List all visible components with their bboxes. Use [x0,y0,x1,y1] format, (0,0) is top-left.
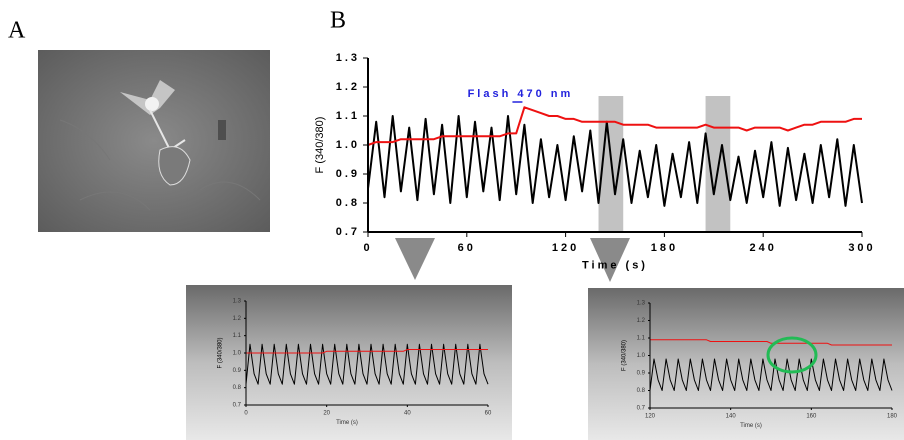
highlight-circle [766,336,818,374]
series-line [245,343,489,385]
y-tick-label: 1.0 [336,139,360,151]
y-tick-label: 1.3 [637,301,646,307]
series-line [649,358,893,391]
zoom-connector [590,238,630,282]
y-axis-label: F (340/380) [622,340,628,371]
y-tick-label: 0.9 [336,168,360,180]
x-tick-label: 20 [323,411,330,417]
zoom-connector [395,238,435,280]
y-tick-label: 1.1 [336,110,360,122]
x-tick-label: 300 [848,242,875,254]
y-tick-label: 0.8 [637,388,646,394]
series-line [367,106,862,146]
series-line [246,349,488,354]
y-tick-label: 1.3 [336,52,360,64]
panel-label: A [8,18,26,44]
y-tick-label: 1.0 [637,353,646,359]
y-axis-label: F (340/380) [314,117,326,174]
inset-background [588,288,904,440]
y-tick-label: 0.9 [637,371,646,377]
micrograph [38,50,270,232]
y-tick-label: 1.0 [233,351,242,357]
x-tick-label: 140 [726,414,737,420]
x-axis-label: Time (s) [582,260,648,272]
y-tick-label: 0.9 [233,368,242,374]
x-tick-label: 180 [651,242,678,254]
series-line [650,339,892,346]
y-tick-label: 0.8 [336,197,360,209]
y-tick-label: 1.2 [336,81,360,93]
x-tick-label: 40 [404,411,411,417]
x-tick-label: 160 [806,414,817,420]
panel-label: B [330,8,346,34]
y-tick-label: 1.3 [233,299,242,305]
x-tick-label: 60 [485,411,492,417]
annotation: Flash 470 nm [468,88,574,100]
y-tick-label: 1.1 [233,333,242,339]
y-tick-label: 0.7 [336,226,360,238]
y-tick-label: 1.2 [233,316,242,322]
x-tick-label: 240 [750,242,777,254]
x-tick-label: 60 [458,242,476,254]
y-tick-label: 0.7 [637,406,646,412]
y-tick-label: 1.1 [637,336,646,342]
x-tick-label: 120 [645,414,656,420]
x-axis-label: Time (s) [740,423,762,429]
x-tick-label: 180 [887,414,898,420]
x-tick-label: 120 [552,242,579,254]
y-tick-label: 0.8 [233,385,242,391]
x-tick-label: 0 [363,242,372,254]
y-tick-label: 1.2 [637,318,646,324]
y-axis-label: F (340/380) [218,337,224,368]
y-tick-label: 0.7 [233,403,242,409]
x-tick-label: 0 [244,411,248,417]
series-line [367,115,863,207]
x-axis-label: Time (s) [336,420,358,426]
